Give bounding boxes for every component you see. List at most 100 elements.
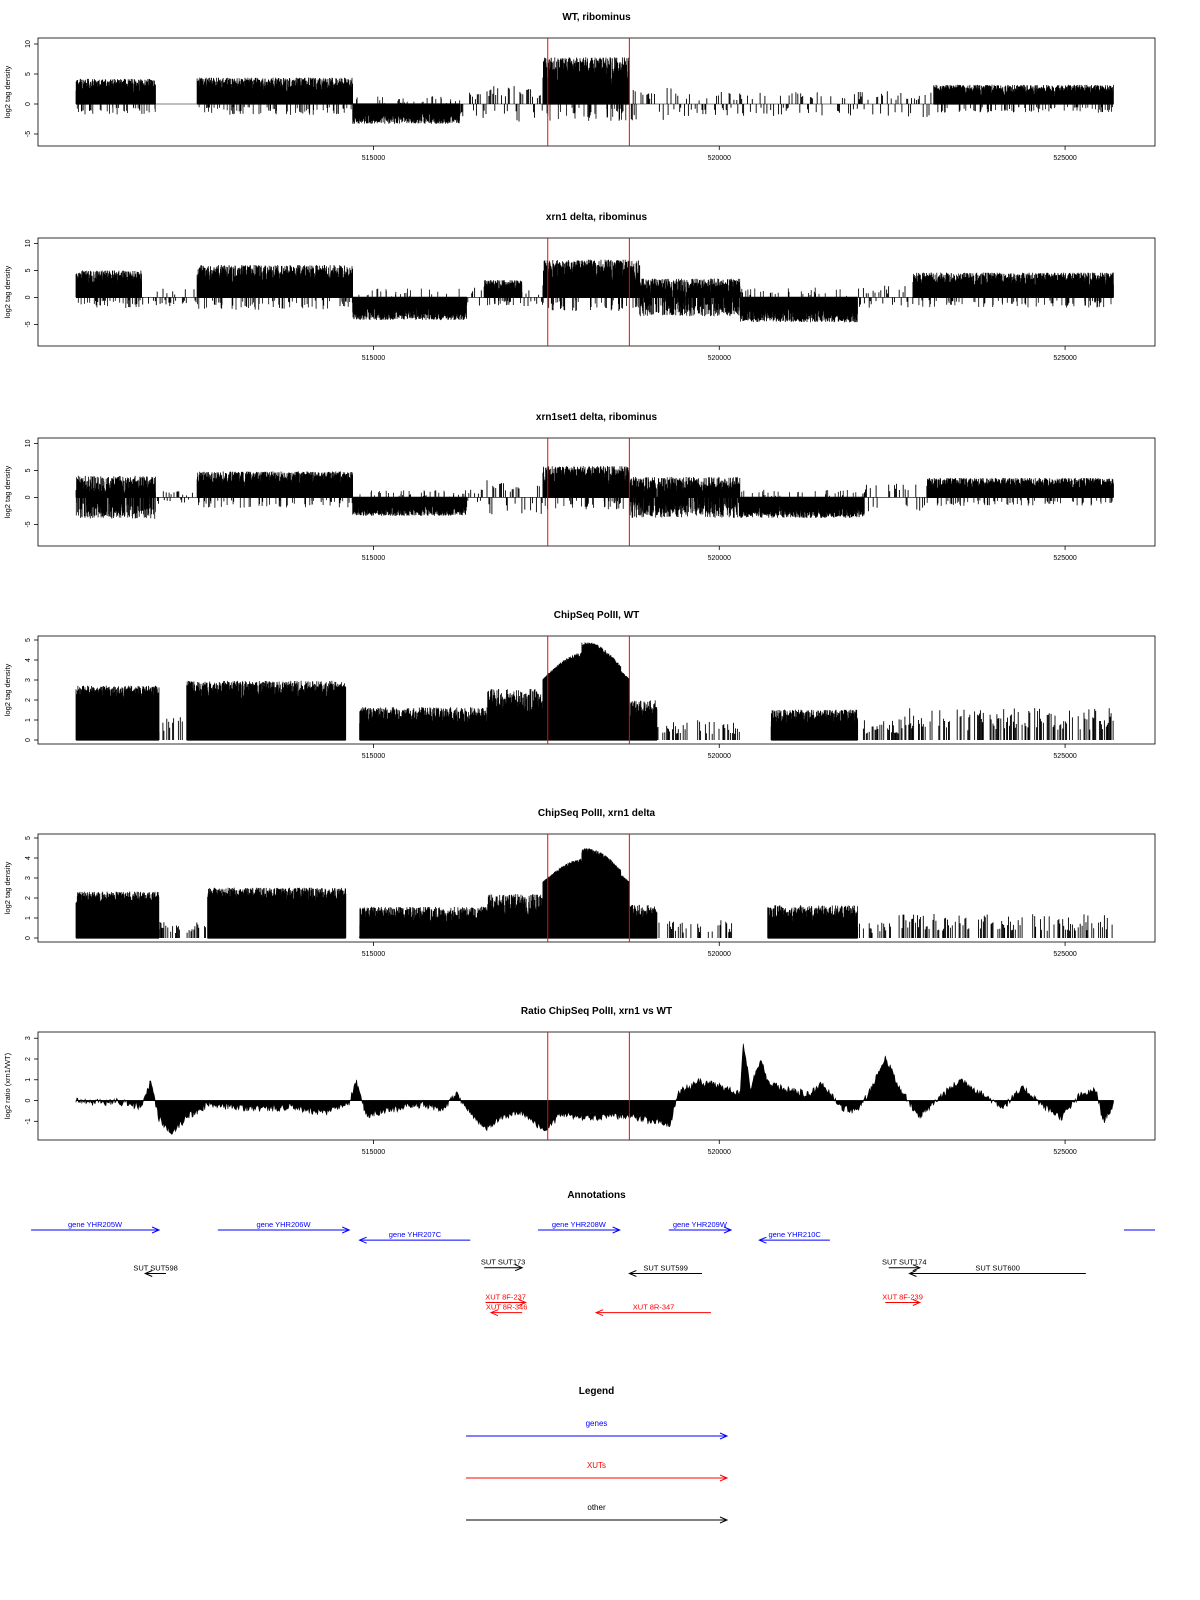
panel-title: ChipSeq PolII, xrn1 delta [538,808,656,819]
feature-arrow: gene YHR210C [758,1230,830,1244]
arrow-head [358,1236,367,1244]
y-tick-label: 10 [25,40,32,48]
x-tick-label: 520000 [708,155,731,162]
y-tick-label: -1 [25,1118,32,1124]
x-tick-label: 520000 [708,753,731,760]
track-bars [75,848,1113,939]
feature-label: gene YHR209W [673,1220,728,1229]
track-segment [658,920,733,938]
plot-frame [37,833,1156,943]
y-tick-label: 5 [25,836,32,840]
feature-arrow: XUT 8R-347 [594,1303,711,1317]
track-segment [352,288,468,321]
legend-item: genes [466,1419,729,1440]
track-bars [75,466,1114,519]
panel-4: ChipSeq PolII, WT log2 tag density 0 1 2 3 4 5 5… [3,610,1156,760]
y-tick-label: 2 [25,896,32,900]
arrow-head [518,1299,527,1306]
feature-arrow: gene YHR206W [217,1220,351,1234]
x-tick-label: 515000 [362,555,385,562]
y-tick-label: 1 [25,916,32,920]
feature-label: SUT SUT599 [643,1264,687,1273]
track-segment [75,78,156,115]
track-segment [142,288,197,306]
track-segment [926,478,1114,506]
legend-item: other [466,1503,729,1524]
plot-frame [37,1031,1156,1141]
panel-title: xrn1set1 delta, ribominus [536,412,658,423]
track-segment [864,483,925,512]
x-tick-label: 520000 [708,951,731,958]
track-segment [359,906,488,938]
feature-label: SUT SUT600 [975,1264,1019,1273]
track-segment [186,680,347,740]
y-tick-label: 4 [25,856,32,860]
legend-item: XUTs [466,1461,729,1482]
x-tick-label: 520000 [708,555,731,562]
legend-arrow-head [719,1516,729,1524]
arrow-head [514,1264,524,1272]
legend-label: XUTs [587,1461,606,1470]
y-tick-label: 0 [25,102,32,106]
legend-arrow-head [719,1474,729,1482]
x-tick-label: 525000 [1053,951,1076,958]
plot-frame [37,37,1156,147]
arrow-head [912,1264,922,1272]
track-bars [75,1043,1114,1135]
track-segment [157,491,193,504]
track-segment [844,91,932,117]
feature-label: gene YHR206W [257,1220,312,1229]
feature-arrow: gene YHR209W [668,1220,733,1234]
y-tick-label: 2 [25,698,32,702]
x-tick-label: 525000 [1053,355,1076,362]
feature-arrow: SUT SUT173 [481,1258,525,1272]
arrow-head [723,1226,733,1234]
y-tick-label: 1 [25,718,32,722]
feature-arrow: SUT SUT174 [882,1258,927,1272]
plot-frame [37,635,1156,745]
feature-label: SUT SUT598 [133,1264,177,1273]
arrow-head [628,1270,637,1277]
track-segment [656,720,740,740]
x-tick-label: 515000 [362,951,385,958]
track-segment [629,904,658,938]
feature-arrow: XUT 8F-239 [882,1293,923,1306]
arrow-head [908,1270,917,1277]
track-segment [75,891,160,938]
legend-label: other [587,1503,606,1512]
track-segment [639,278,741,317]
track-segment [359,707,488,740]
track-segment [912,272,1114,308]
y-axis-label: log2 tag density [3,65,12,118]
y-axis-label: log2 tag density [3,861,12,914]
track-segment [487,689,544,740]
arrow-head [912,1299,922,1306]
panel-title: ChipSeq PolII, WT [554,610,640,621]
legend-label: genes [586,1419,608,1428]
panel-title: WT, ribominus [562,12,631,23]
track-segment [75,685,160,740]
track-segment [486,480,543,515]
y-tick-label: 5 [25,72,32,76]
y-axis-label: log2 tag density [3,663,12,716]
panel-title: Ratio ChipSeq PolII, xrn1 vs WT [521,1006,672,1017]
panel-title: xrn1 delta, ribominus [546,212,648,223]
arrow-head [758,1236,767,1244]
track-segment [542,466,630,510]
arrow-head [489,1309,499,1317]
track-segment [770,709,858,740]
y-tick-label: 5 [25,638,32,642]
feature-label: gene YHR208W [552,1220,607,1229]
feature-label: gene YHR205W [68,1220,123,1229]
track-segment [483,280,523,306]
y-tick-label: 0 [25,295,32,299]
feature-label: gene YHR210C [768,1230,821,1239]
panel-1: WT, ribominus log2 tag density -5 0 5 10 51500… [3,12,1156,162]
plot-frame [37,237,1156,347]
track-segment [460,92,484,118]
x-tick-label: 520000 [708,355,731,362]
track-segment [542,642,630,740]
track-segment [629,700,658,740]
feature-label: XUT 8R-347 [633,1303,675,1312]
feature-label: XUT 8F-239 [882,1293,923,1302]
